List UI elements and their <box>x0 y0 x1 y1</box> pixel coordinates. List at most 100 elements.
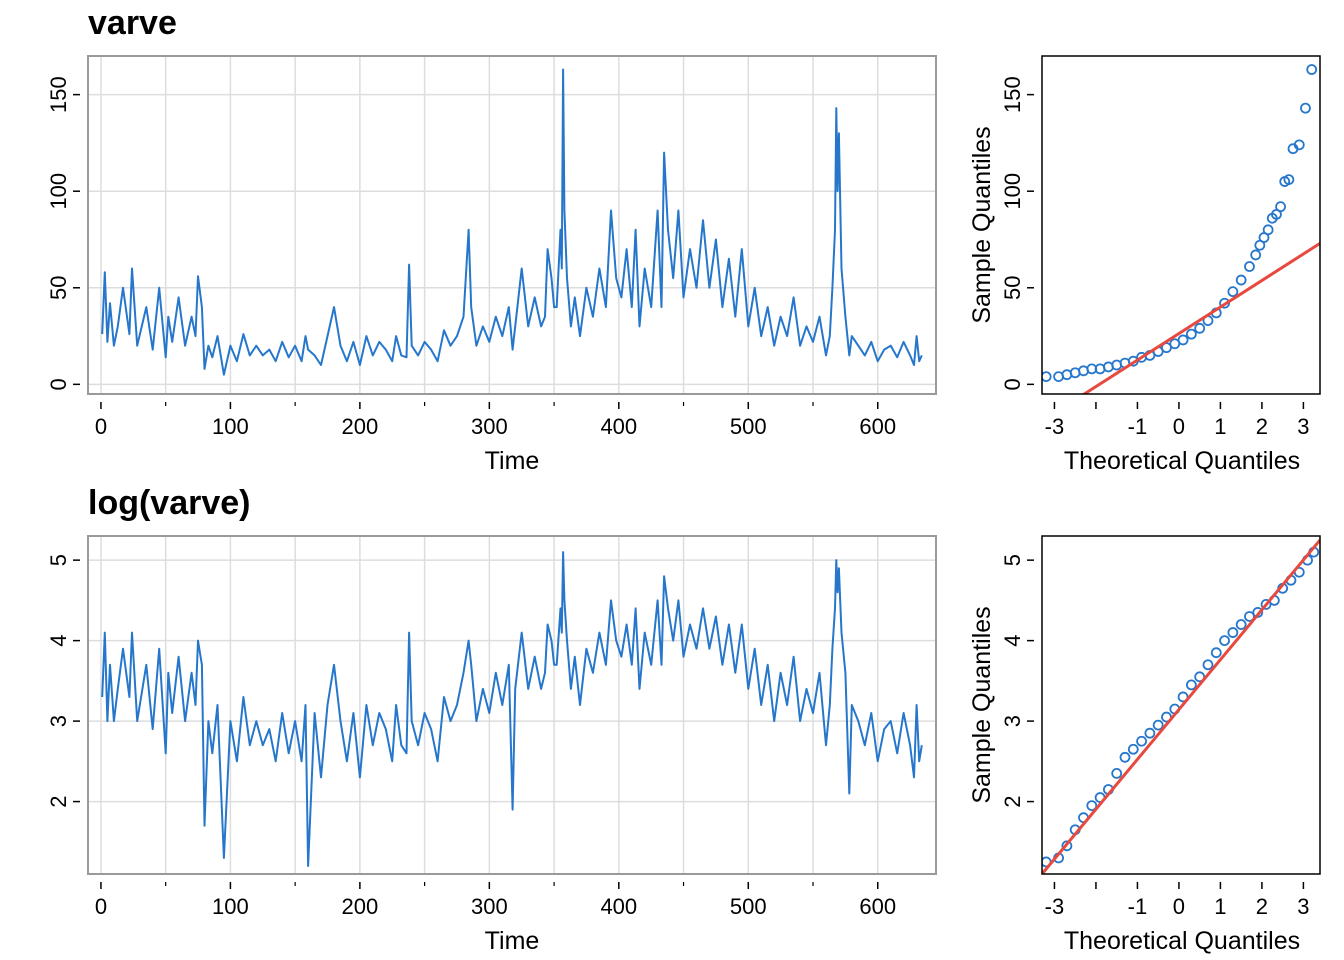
x-tick-label: -1 <box>1128 414 1148 439</box>
chart-title: varve <box>88 4 177 42</box>
y-tick-label: 0 <box>46 378 71 390</box>
qq-point <box>1227 627 1239 638</box>
y-tick-label: 4 <box>1000 634 1025 646</box>
qq-point <box>1262 224 1274 236</box>
qq-marks <box>1042 539 1320 874</box>
y-tick-label: 50 <box>46 276 71 300</box>
panel-log-varve-qq: -3 -1 0 1 2 3 2 3 4 5 Theoretical Quantiles Sampl… <box>968 535 1321 955</box>
x-tick-label: 500 <box>730 414 767 439</box>
y-tick-label: 50 <box>1000 276 1025 300</box>
x-tick-label: -1 <box>1128 894 1148 919</box>
series-line <box>101 551 923 867</box>
series-line <box>101 68 923 376</box>
x-tick-label: 500 <box>730 894 767 919</box>
y-axis-label: Sample Quantiles <box>968 126 996 323</box>
x-tick-label: 100 <box>212 894 249 919</box>
qq-point <box>1293 139 1305 151</box>
plot-frame <box>1041 535 1321 875</box>
x-axis-label: Time <box>485 927 540 955</box>
qq-point <box>1275 201 1286 213</box>
y-tick-label: 5 <box>1000 554 1025 566</box>
qq-point <box>1244 261 1255 272</box>
x-tick-label: 0 <box>1173 894 1185 919</box>
qq-point <box>1185 679 1197 691</box>
y-tick-label: 4 <box>46 634 71 646</box>
qq-point <box>1119 751 1131 763</box>
y-tick-label: 0 <box>1000 378 1025 390</box>
x-tick-label: 200 <box>342 414 379 439</box>
x-axis-label: Time <box>485 447 540 475</box>
x-tick-label: 600 <box>859 414 896 439</box>
qq-reference-line <box>1081 242 1320 394</box>
qq-point <box>1185 328 1197 340</box>
qq-point <box>1152 719 1164 731</box>
x-tick-label: -3 <box>1045 894 1065 919</box>
x-tick-label: 2 <box>1256 414 1268 439</box>
panel-varve-series: varve 0 100 200 300 400 500 600 0 50 100 150 Time <box>46 4 937 475</box>
x-tick-label: 400 <box>600 414 637 439</box>
qq-point <box>1127 743 1139 755</box>
x-tick-label: -3 <box>1045 414 1065 439</box>
plot-frame <box>87 55 937 395</box>
y-tick-label: 150 <box>1000 76 1025 113</box>
qq-point <box>1169 338 1181 350</box>
axes: 0 100 200 300 400 500 600 2 3 4 5 <box>46 554 896 919</box>
y-tick-label: 3 <box>46 715 71 727</box>
series-marks <box>101 68 923 376</box>
y-tick-label: 2 <box>46 795 71 807</box>
plot-frame <box>87 535 937 875</box>
axes: -3 -1 0 1 2 3 0 50 100 150 <box>1000 76 1310 439</box>
y-tick-label: 2 <box>1000 795 1025 807</box>
y-tick-label: 5 <box>46 554 71 566</box>
x-axis-label: Theoretical Quantiles <box>1064 447 1300 475</box>
y-tick-label: 150 <box>46 76 71 113</box>
qq-point <box>1227 286 1239 298</box>
x-tick-label: 300 <box>471 414 508 439</box>
x-tick-label: 1 <box>1214 894 1226 919</box>
qq-point <box>1177 334 1189 346</box>
axes: 0 100 200 300 400 500 600 0 50 100 150 <box>46 76 896 439</box>
qq-point <box>1283 174 1295 186</box>
series-marks <box>101 551 923 867</box>
qq-point <box>1042 371 1052 383</box>
qq-point <box>1086 800 1098 811</box>
qq-point <box>1061 840 1073 852</box>
axes: -3 -1 0 1 2 3 2 3 4 5 <box>1000 554 1310 919</box>
y-tick-label: 3 <box>1000 715 1025 727</box>
x-tick-label: 400 <box>600 894 637 919</box>
x-tick-label: 3 <box>1297 414 1309 439</box>
qq-point <box>1219 635 1230 647</box>
y-tick-label: 100 <box>46 173 71 210</box>
qq-marks <box>1042 64 1320 394</box>
qq-point <box>1202 659 1214 671</box>
qq-point <box>1194 322 1206 334</box>
qq-point <box>1210 647 1222 659</box>
x-tick-label: 200 <box>342 894 379 919</box>
qq-point <box>1260 599 1272 610</box>
x-tick-label: 100 <box>212 414 249 439</box>
qq-point <box>1235 619 1247 630</box>
gridlines <box>88 56 936 394</box>
x-tick-label: 300 <box>471 894 508 919</box>
x-tick-label: 600 <box>859 894 896 919</box>
x-tick-label: 0 <box>95 414 107 439</box>
x-tick-label: 0 <box>95 894 107 919</box>
qq-point <box>1250 249 1262 261</box>
y-axis-label: Sample Quantiles <box>968 606 996 803</box>
gridlines <box>88 536 936 874</box>
qq-reference-line <box>1042 539 1320 874</box>
chart-title: log(varve) <box>88 484 251 522</box>
qq-point <box>1306 64 1318 75</box>
x-tick-label: 3 <box>1297 894 1309 919</box>
qq-point <box>1111 768 1123 779</box>
qq-point <box>1144 727 1156 739</box>
qq-point <box>1136 735 1147 747</box>
plot-frame <box>1041 55 1321 395</box>
x-tick-label: 2 <box>1256 894 1268 919</box>
x-tick-label: 1 <box>1214 414 1226 439</box>
panel-log-varve-series: log(varve) 0 100 200 300 400 500 600 2 3 4 5 Time <box>46 484 937 955</box>
y-tick-label: 100 <box>1000 173 1025 210</box>
qq-point <box>1235 274 1247 286</box>
